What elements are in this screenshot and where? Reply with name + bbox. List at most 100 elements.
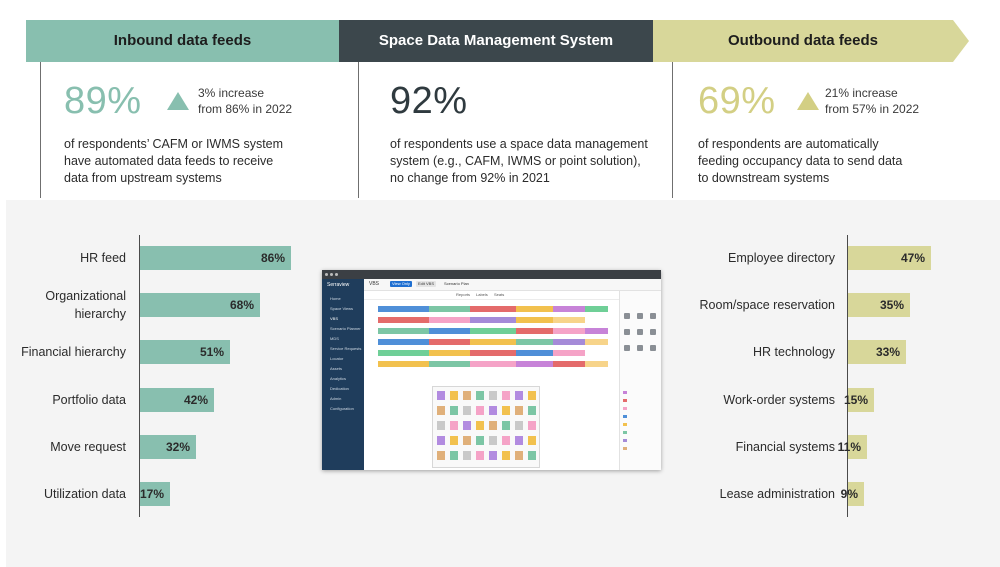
window-dot-icon [325, 273, 328, 276]
outbound-bar: 35% [848, 293, 910, 318]
stack-segment[interactable] [552, 306, 585, 312]
panel-tool-icon[interactable] [624, 329, 630, 335]
stack-segment[interactable] [378, 350, 429, 356]
stack-segment[interactable] [428, 317, 470, 323]
floor-plan-desk [502, 451, 510, 460]
panel-tool-icon[interactable] [637, 345, 643, 351]
sidebar-nav-item[interactable]: Service Requests [330, 346, 362, 351]
scenario-plan-button[interactable]: Scenario Plan [444, 281, 469, 286]
stack-segment[interactable] [378, 328, 429, 334]
labels-tool[interactable]: Labels [476, 292, 488, 297]
panel-tool-icon[interactable] [624, 345, 630, 351]
stack-segment[interactable] [585, 306, 608, 312]
stack-row [378, 361, 608, 367]
view-only-button[interactable]: View Only [390, 281, 412, 287]
inbound-category-label: Organizational hierarchy [0, 287, 126, 323]
outbound-chart-axis [847, 235, 848, 517]
floor-plan-desk [515, 391, 523, 400]
inbound-bar-value-label: 17% [139, 487, 164, 501]
panel-tool-icon[interactable] [637, 329, 643, 335]
sidebar-nav-item[interactable]: Admin [330, 396, 342, 401]
edit-vbs-button[interactable]: Edit VBS [416, 281, 437, 287]
stack-segment[interactable] [470, 339, 516, 345]
panel-tool-icon[interactable] [637, 313, 643, 319]
outbound-category-label: Employee directory [635, 249, 835, 267]
sidebar-nav-item[interactable]: Dedication [330, 386, 349, 391]
sidebar-nav-item[interactable]: MDS [330, 336, 339, 341]
stack-segment[interactable] [470, 306, 516, 312]
stack-row [378, 328, 608, 334]
stack-segment[interactable] [585, 361, 608, 367]
inbound-increase-line1: 3% increase [198, 86, 265, 100]
stack-segment[interactable] [516, 339, 553, 345]
stack-segment[interactable] [470, 361, 516, 367]
stack-segment[interactable] [378, 306, 429, 312]
outbound-category-line: Lease administration [719, 487, 835, 501]
sidebar-nav-item[interactable]: Locator [330, 356, 344, 361]
stack-segment[interactable] [516, 306, 553, 312]
panel-tool-icon[interactable] [624, 313, 630, 319]
sidebar-nav-item[interactable]: Analytics [330, 376, 347, 381]
outbound-bar-value-label: 47% [900, 251, 925, 265]
stack-segment[interactable] [516, 350, 553, 356]
stacking-view [364, 300, 619, 470]
outbound-bar: 11% [838, 434, 867, 459]
inbound-bar: 42% [140, 387, 214, 412]
floor-plan-desk [528, 451, 536, 460]
outbound-category-label: Lease administration [635, 485, 835, 503]
stack-segment[interactable] [428, 306, 470, 312]
stack-segment[interactable] [428, 339, 470, 345]
stack-segment[interactable] [428, 328, 470, 334]
reports-tool[interactable]: Reports [456, 292, 471, 297]
stack-segment[interactable] [470, 350, 516, 356]
seats-tool[interactable]: Seats [494, 292, 505, 297]
stack-segment[interactable] [516, 317, 553, 323]
inbound-bar: 68% [140, 293, 260, 318]
floor-plan-desk [515, 406, 523, 415]
stack-segment[interactable] [552, 328, 585, 334]
floor-plan-desk [502, 421, 510, 430]
outbound-increase-line2: from 57% in 2022 [825, 102, 920, 116]
sidebar-nav-item[interactable]: Assets [330, 366, 343, 371]
sidebar-nav-item[interactable]: VBS [330, 316, 339, 321]
stack-segment[interactable] [552, 317, 585, 323]
stack-segment[interactable] [552, 350, 585, 356]
inbound-category-line: Utilization data [44, 487, 126, 501]
inbound-bar-value-label: 42% [183, 392, 208, 407]
stack-segment[interactable] [585, 339, 608, 345]
sidebar-nav-item[interactable]: Configuration [330, 406, 354, 411]
inbound-bar-value-label: 32% [165, 439, 190, 454]
outbound-category-label: HR technology [635, 343, 835, 361]
panel-tool-icon[interactable] [650, 313, 656, 319]
stack-segment[interactable] [552, 361, 585, 367]
stack-segment[interactable] [552, 339, 585, 345]
floor-plan-desk [528, 406, 536, 415]
stack-segment[interactable] [378, 339, 429, 345]
stack-segment[interactable] [428, 350, 470, 356]
stack-segment[interactable] [516, 328, 553, 334]
stack-segment[interactable] [516, 361, 553, 367]
stack-segment[interactable] [585, 328, 608, 334]
panel-tool-icon[interactable] [650, 329, 656, 335]
floor-plan-desk [515, 436, 523, 445]
sidebar-nav-item[interactable]: Space Views [330, 306, 354, 311]
floor-plan-desk [463, 406, 471, 415]
floor-plan-desk [437, 391, 445, 400]
outbound-category-line: Work-order systems [723, 392, 835, 407]
panel-tool-icon[interactable] [650, 345, 656, 351]
stack-segment[interactable] [428, 361, 470, 367]
stack-segment[interactable] [378, 361, 429, 367]
floor-plan-desk [489, 391, 497, 400]
sdms-desc-line3: no change from 92% in 2021 [390, 171, 550, 185]
outbound-bar-value-label: 15% [843, 392, 868, 407]
sidebar-nav-item[interactable]: Scenario Planner [330, 326, 361, 331]
inbound-bar-value-label: 68% [229, 298, 254, 313]
stack-segment[interactable] [378, 317, 429, 323]
inbound-category-line: Move request [50, 439, 126, 454]
stack-segment[interactable] [470, 317, 516, 323]
inbound-divider [40, 62, 41, 198]
sdms-desc-line2: system (e.g., CAFM, IWMS or point soluti… [390, 154, 641, 168]
sidebar-nav-item[interactable]: Home [330, 296, 341, 301]
stack-segment[interactable] [470, 328, 516, 334]
inbound-category-line: HR feed [80, 251, 126, 265]
